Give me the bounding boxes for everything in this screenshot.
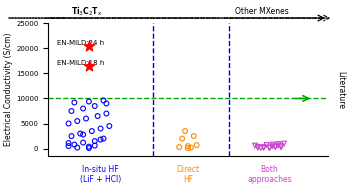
Point <box>101 137 106 140</box>
Point <box>104 112 109 115</box>
Point <box>92 105 98 108</box>
Point <box>72 101 77 104</box>
Point <box>255 146 261 149</box>
Point <box>92 139 98 143</box>
Point <box>252 144 258 147</box>
Point <box>185 147 191 150</box>
Point <box>72 143 77 146</box>
Point <box>258 147 263 150</box>
Point <box>74 119 80 122</box>
Text: Ti$_3$C$_2$T$_x$: Ti$_3$C$_2$T$_x$ <box>70 5 102 18</box>
Point <box>255 145 261 148</box>
Point <box>176 146 182 149</box>
Point <box>80 107 86 110</box>
Point <box>279 145 284 148</box>
Point <box>86 100 92 103</box>
Point <box>86 145 92 148</box>
Point <box>273 145 278 148</box>
Point <box>267 146 272 149</box>
Point <box>89 129 95 132</box>
Point <box>264 144 269 147</box>
Point <box>66 122 71 125</box>
Y-axis label: Electrical Conductivity (S/cm): Electrical Conductivity (S/cm) <box>4 33 13 146</box>
Point <box>273 146 278 149</box>
Point <box>185 145 191 148</box>
Point <box>191 135 196 138</box>
Point <box>69 135 74 138</box>
Text: Literature: Literature <box>336 71 345 109</box>
Point <box>74 146 80 149</box>
Text: Direct
HF: Direct HF <box>176 165 200 184</box>
Point <box>98 138 103 141</box>
Point <box>182 129 188 132</box>
Point <box>261 146 266 149</box>
Point <box>92 144 98 147</box>
Text: Other MXenes: Other MXenes <box>236 7 289 16</box>
Text: EN-MILD;24 h: EN-MILD;24 h <box>57 40 104 46</box>
Text: Both
approaches: Both approaches <box>247 165 292 184</box>
Point <box>106 125 112 128</box>
Point <box>269 145 275 148</box>
Point <box>83 117 89 120</box>
Text: EN-MILD;18 h: EN-MILD;18 h <box>57 60 104 66</box>
Point <box>98 127 103 130</box>
Text: In-situ HF
(LiF + HCl): In-situ HF (LiF + HCl) <box>80 165 121 184</box>
Point <box>101 99 106 102</box>
Point <box>279 146 284 149</box>
Point <box>261 146 266 149</box>
Point <box>188 146 194 149</box>
Point <box>66 142 71 145</box>
Point <box>80 133 86 136</box>
Point <box>104 102 109 105</box>
Point <box>86 44 92 47</box>
Point <box>269 143 275 146</box>
Point <box>95 115 101 118</box>
Point <box>194 144 200 147</box>
Point <box>267 147 272 150</box>
Point <box>275 144 281 147</box>
Point <box>77 132 83 135</box>
Point <box>86 147 92 150</box>
Point <box>66 145 71 148</box>
Point <box>179 137 185 140</box>
Point <box>86 64 92 67</box>
Point <box>275 143 281 146</box>
Point <box>69 109 74 112</box>
Point <box>80 141 86 144</box>
Point <box>281 142 287 145</box>
